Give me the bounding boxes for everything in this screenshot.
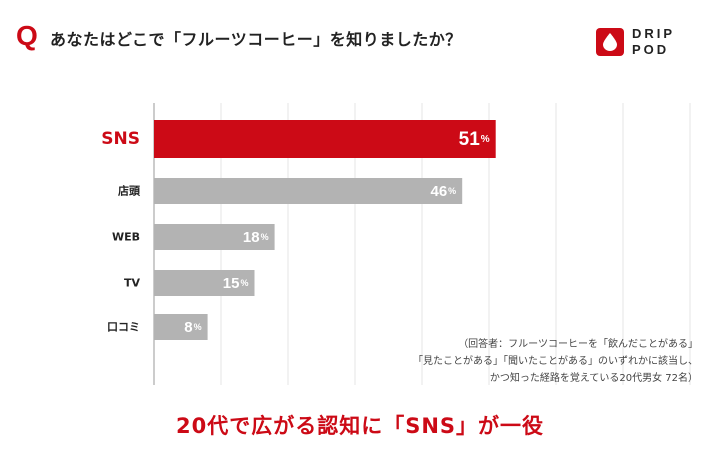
question-mark-label: Q: [16, 20, 38, 51]
bar: [154, 314, 208, 340]
category-label: TV: [124, 277, 141, 290]
headline: 20代で広がる認知に「SNS」が一役: [175, 414, 545, 438]
footnote-line: かつ知った経路を覚えている20代男女 72名）: [489, 373, 698, 384]
value-label: 18%: [243, 229, 269, 246]
bar: [154, 178, 463, 204]
category-label: SNS: [101, 129, 140, 149]
brand-logo: DRIP POD: [596, 24, 700, 68]
drop-icon: [596, 28, 624, 56]
footnote-line: （回答者：フルーツコーヒーを「飲んだことがある」: [458, 339, 698, 350]
value-label: 46%: [430, 183, 456, 200]
value-label: 15%: [223, 275, 249, 292]
footnote: （回答者：フルーツコーヒーを「飲んだことがある」 「見たことがある」「聞いたこと…: [413, 336, 698, 387]
header: Q あなたはどこで「フルーツコーヒー」を知りましたか？ DRIP POD: [16, 18, 704, 68]
logo-text: DRIP POD: [632, 26, 675, 58]
footnote-line: 「見たことがある」「聞いたことがある」のいずれかに該当し、: [413, 356, 698, 367]
value-label: 51%: [459, 129, 490, 150]
value-label: 8%: [184, 319, 201, 336]
bar: [154, 120, 496, 158]
category-label: WEB: [112, 231, 140, 244]
category-label: 店頭: [118, 184, 141, 198]
logo-line-drip: DRIP: [632, 26, 676, 41]
bar: [154, 224, 275, 250]
question-text: あなたはどこで「フルーツコーヒー」を知りましたか？: [50, 30, 462, 49]
logo-line-pod: POD: [632, 42, 670, 57]
category-label: 口コミ: [107, 321, 140, 334]
bar: [154, 270, 255, 296]
bar-chart: SNS 51% 店頭 46% WEB 18% TV 15% 口コミ 8%: [101, 103, 691, 385]
